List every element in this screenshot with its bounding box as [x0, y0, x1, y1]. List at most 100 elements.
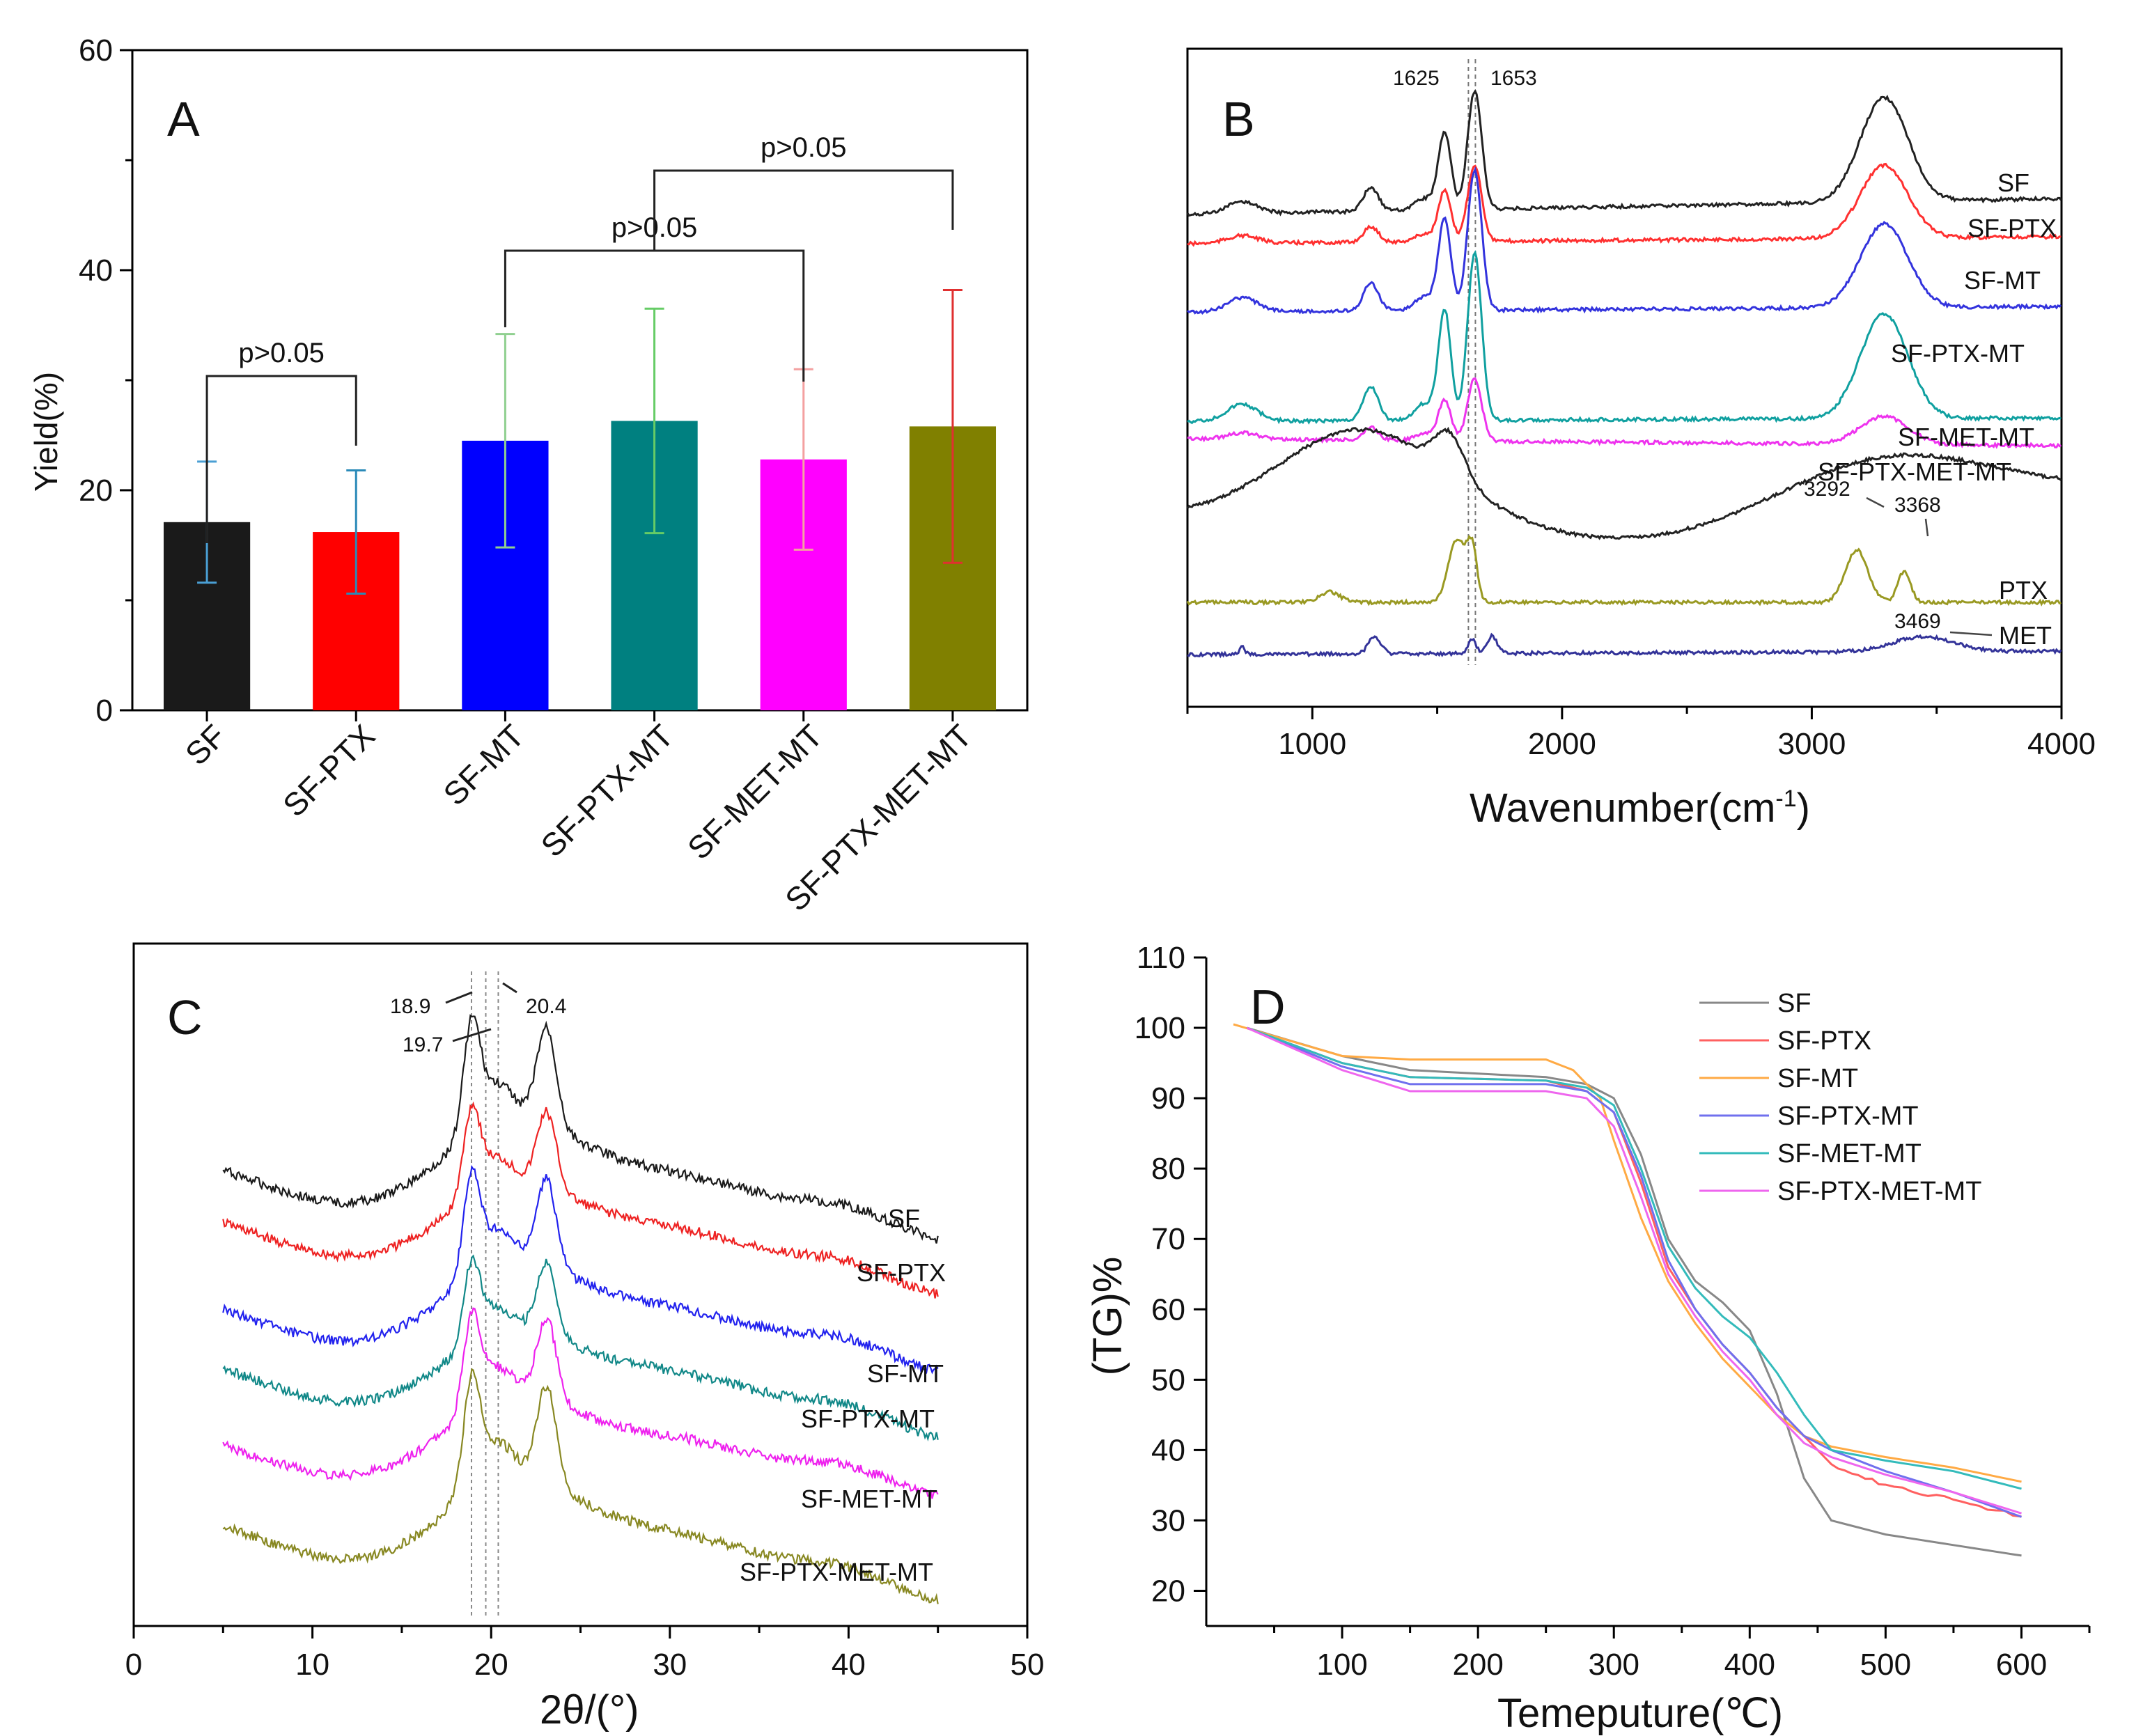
panel-c-x-tick-label: 20 — [474, 1648, 508, 1682]
b-annotation-3292: 3292 — [1804, 478, 1850, 501]
panel-b-ticks: 1000 2000 3000 4000 — [1186, 707, 2096, 761]
xrd-label-sf-met-mt: SF-MET-MT — [801, 1485, 937, 1513]
significance-bracket-1 — [205, 375, 357, 543]
panel-b-letter: B — [1222, 92, 1255, 146]
panel-a-y-tick-label: 0 — [96, 694, 113, 728]
xrd-label-sf-ptx-met-mt: SF-PTX-MET-MT — [740, 1558, 933, 1586]
ftir-curve-ptx — [1186, 534, 2062, 607]
tg-curve-sf-mt — [1233, 1023, 2022, 1483]
panel-d-x-tick-label: 100 — [1316, 1648, 1367, 1682]
ftir-label-sf: SF — [1997, 169, 2029, 197]
panel-b-x-tick-label: 3000 — [1777, 727, 1846, 761]
tg-curve-sf-ptx-mt — [1246, 1026, 2023, 1518]
panel-b-x-axis-title: Wavenumber(cm-1) — [1470, 785, 1810, 831]
xrd-label-sf-ptx: SF-PTX — [857, 1258, 946, 1287]
xrd-curve-sf-mt — [222, 1164, 939, 1375]
panel-b-reference-lines — [1467, 59, 1476, 665]
category-label-sf-ptx: SF-PTX — [276, 717, 382, 823]
panel-d-ticks: 20 30 40 50 60 70 80 90 100 110 100 200 300 400 500 600 — [1135, 941, 2091, 1682]
panel-d-x-tick-label: 400 — [1724, 1648, 1775, 1682]
panel-a-axes — [131, 49, 1029, 712]
legend-label-sf-mt: SF-MT — [1777, 1064, 1858, 1093]
panel-b-spectra — [1186, 88, 2062, 659]
panel-a-y-axis-title: Yield(%) — [28, 372, 64, 492]
panel-d-y-tick-label: 30 — [1151, 1503, 1185, 1538]
ftir-curve-sf-ptx-mt — [1187, 250, 2062, 425]
legend-label-sf-ptx-met-mt: SF-PTX-MET-MT — [1777, 1177, 1981, 1206]
ftir-curve-sf-mt — [1186, 166, 2062, 315]
panel-c-x-tick-label: 0 — [125, 1648, 142, 1682]
panel-b-series-labels: SF SF-PTX SF-MT SF-PTX-MT SF-MET-MT SF-PTX-ME… — [1818, 169, 2057, 650]
panel-c-x-axis-title: 2θ/(°) — [540, 1687, 639, 1733]
tg-curve-sf — [1247, 1026, 2022, 1557]
panel-d-y-tick-label: 20 — [1151, 1574, 1185, 1608]
panel-d-x-tick-label: 200 — [1452, 1648, 1503, 1682]
panel-a-y-tick-label: 40 — [79, 253, 113, 288]
panel-c-ticks: 0 10 20 30 40 50 — [125, 1626, 1044, 1682]
panel-a-frame — [131, 49, 1029, 712]
panel-c-patterns — [222, 1014, 939, 1604]
xrd-curve-sf-ptx-met-mt — [222, 1368, 939, 1604]
b-annotation-3469: 3469 — [1894, 610, 1941, 633]
xrd-label-sf-ptx-mt: SF-PTX-MT — [801, 1405, 935, 1433]
c-annotation-18-9: 18.9 — [390, 995, 430, 1018]
panel-a-letter: A — [167, 92, 200, 146]
xrd-curve-sf-met-mt — [222, 1307, 939, 1499]
panel-b: B 1000 2000 3000 4000 SF SF-PTX SF-MT SF-PTX-M… — [1186, 47, 2096, 831]
b-annotation-1625: 1625 — [1393, 67, 1440, 90]
panel-a-bars — [163, 421, 997, 710]
panel-b-axes — [1186, 47, 2063, 708]
panel-b-x-tick-label: 2000 — [1528, 727, 1596, 761]
ftir-curve-sf-met-mt — [1187, 377, 2062, 449]
panel-a-y-tick-label: 20 — [79, 474, 113, 508]
b-annotation-1653: 1653 — [1490, 67, 1537, 90]
legend-label-sf: SF — [1777, 989, 1811, 1018]
panel-d: D 20 30 40 50 60 70 80 90 100 110 100 200 300 400 500 6… — [1085, 941, 2091, 1736]
ftir-label-sf-ptx-mt: SF-PTX-MT — [1891, 339, 2025, 368]
panel-c-x-tick-label: 10 — [295, 1648, 329, 1682]
xrd-label-sf: SF — [888, 1204, 920, 1233]
panel-a-significance-brackets: p>0.05p>0.05p>0.05 — [205, 132, 954, 543]
panel-a-ticks: 0 20 40 60 — [79, 33, 132, 728]
panel-b-x-tick-label: 1000 — [1278, 727, 1346, 761]
tg-curve-sf-ptx-met-mt — [1246, 1026, 2022, 1515]
panel-d-axes — [1205, 957, 2089, 1627]
category-label-sf: SF — [178, 717, 233, 772]
legend-label-sf-met-mt: SF-MET-MT — [1777, 1139, 1922, 1168]
ftir-label-sf-met-mt: SF-MET-MT — [1898, 423, 2034, 451]
significance-bracket-3 — [653, 169, 954, 251]
panel-d-y-tick-label: 70 — [1151, 1222, 1185, 1256]
panel-d-y-tick-label: 60 — [1151, 1292, 1185, 1327]
legend-label-sf-ptx: SF-PTX — [1777, 1026, 1871, 1056]
panel-a-category-labels: SF SF-PTX SF-MT SF-PTX-MT SF-MET-MTSF-PTX-ME… — [178, 710, 979, 918]
panel-a-y-tick-label: 60 — [79, 33, 113, 68]
panel-c-x-tick-label: 30 — [653, 1648, 687, 1682]
b-annotation-pointers — [1866, 496, 1993, 636]
ftir-curve-met — [1187, 632, 2062, 659]
c-annotation-20-4: 20.4 — [526, 995, 566, 1018]
panel-c-letter: C — [167, 990, 203, 1045]
ftir-curve-sf — [1186, 88, 2062, 217]
category-label-sf-mt: SF-MT — [436, 717, 531, 812]
ftir-label-ptx: PTX — [1999, 576, 2048, 604]
ftir-curve-sf-ptx — [1187, 162, 2062, 247]
p-value-label-3: p>0.05 — [761, 132, 846, 163]
b-annotation-3368: 3368 — [1894, 494, 1941, 517]
panel-d-x-tick-label: 300 — [1589, 1648, 1639, 1682]
xrd-label-sf-mt: SF-MT — [867, 1359, 944, 1388]
panel-d-y-tick-label: 100 — [1135, 1011, 1185, 1045]
c-annotation-arrows — [445, 982, 517, 1042]
tg-curve-sf-met-mt — [1246, 1026, 2022, 1490]
panel-d-y-tick-label: 90 — [1151, 1081, 1185, 1116]
ftir-label-sf-mt: SF-MT — [1964, 266, 2041, 295]
panel-d-y-axis-title: (TG)% — [1085, 1257, 1130, 1376]
legend-label-sf-ptx-mt: SF-PTX-MT — [1777, 1102, 1919, 1131]
panel-d-tg-curves — [1233, 1023, 2023, 1557]
panel-a: A 0 20 40 60 p>0.05p>0.05p>0.05 SF SF-PTX SF-… — [28, 33, 1029, 918]
panel-c: C 0 10 20 30 40 50 SF SF-PTX SF-MT SF-PTX-MT SF-M… — [125, 942, 1044, 1733]
panel-a-error-bars — [197, 288, 963, 595]
category-label-sf-ptx-mt: SF-PTX-MT — [533, 717, 680, 863]
panel-d-y-tick-label: 80 — [1151, 1152, 1185, 1186]
panel-c-series-labels: SF SF-PTX SF-MT SF-PTX-MT SF-MET-MT SF-PTX-ME… — [740, 1204, 946, 1586]
